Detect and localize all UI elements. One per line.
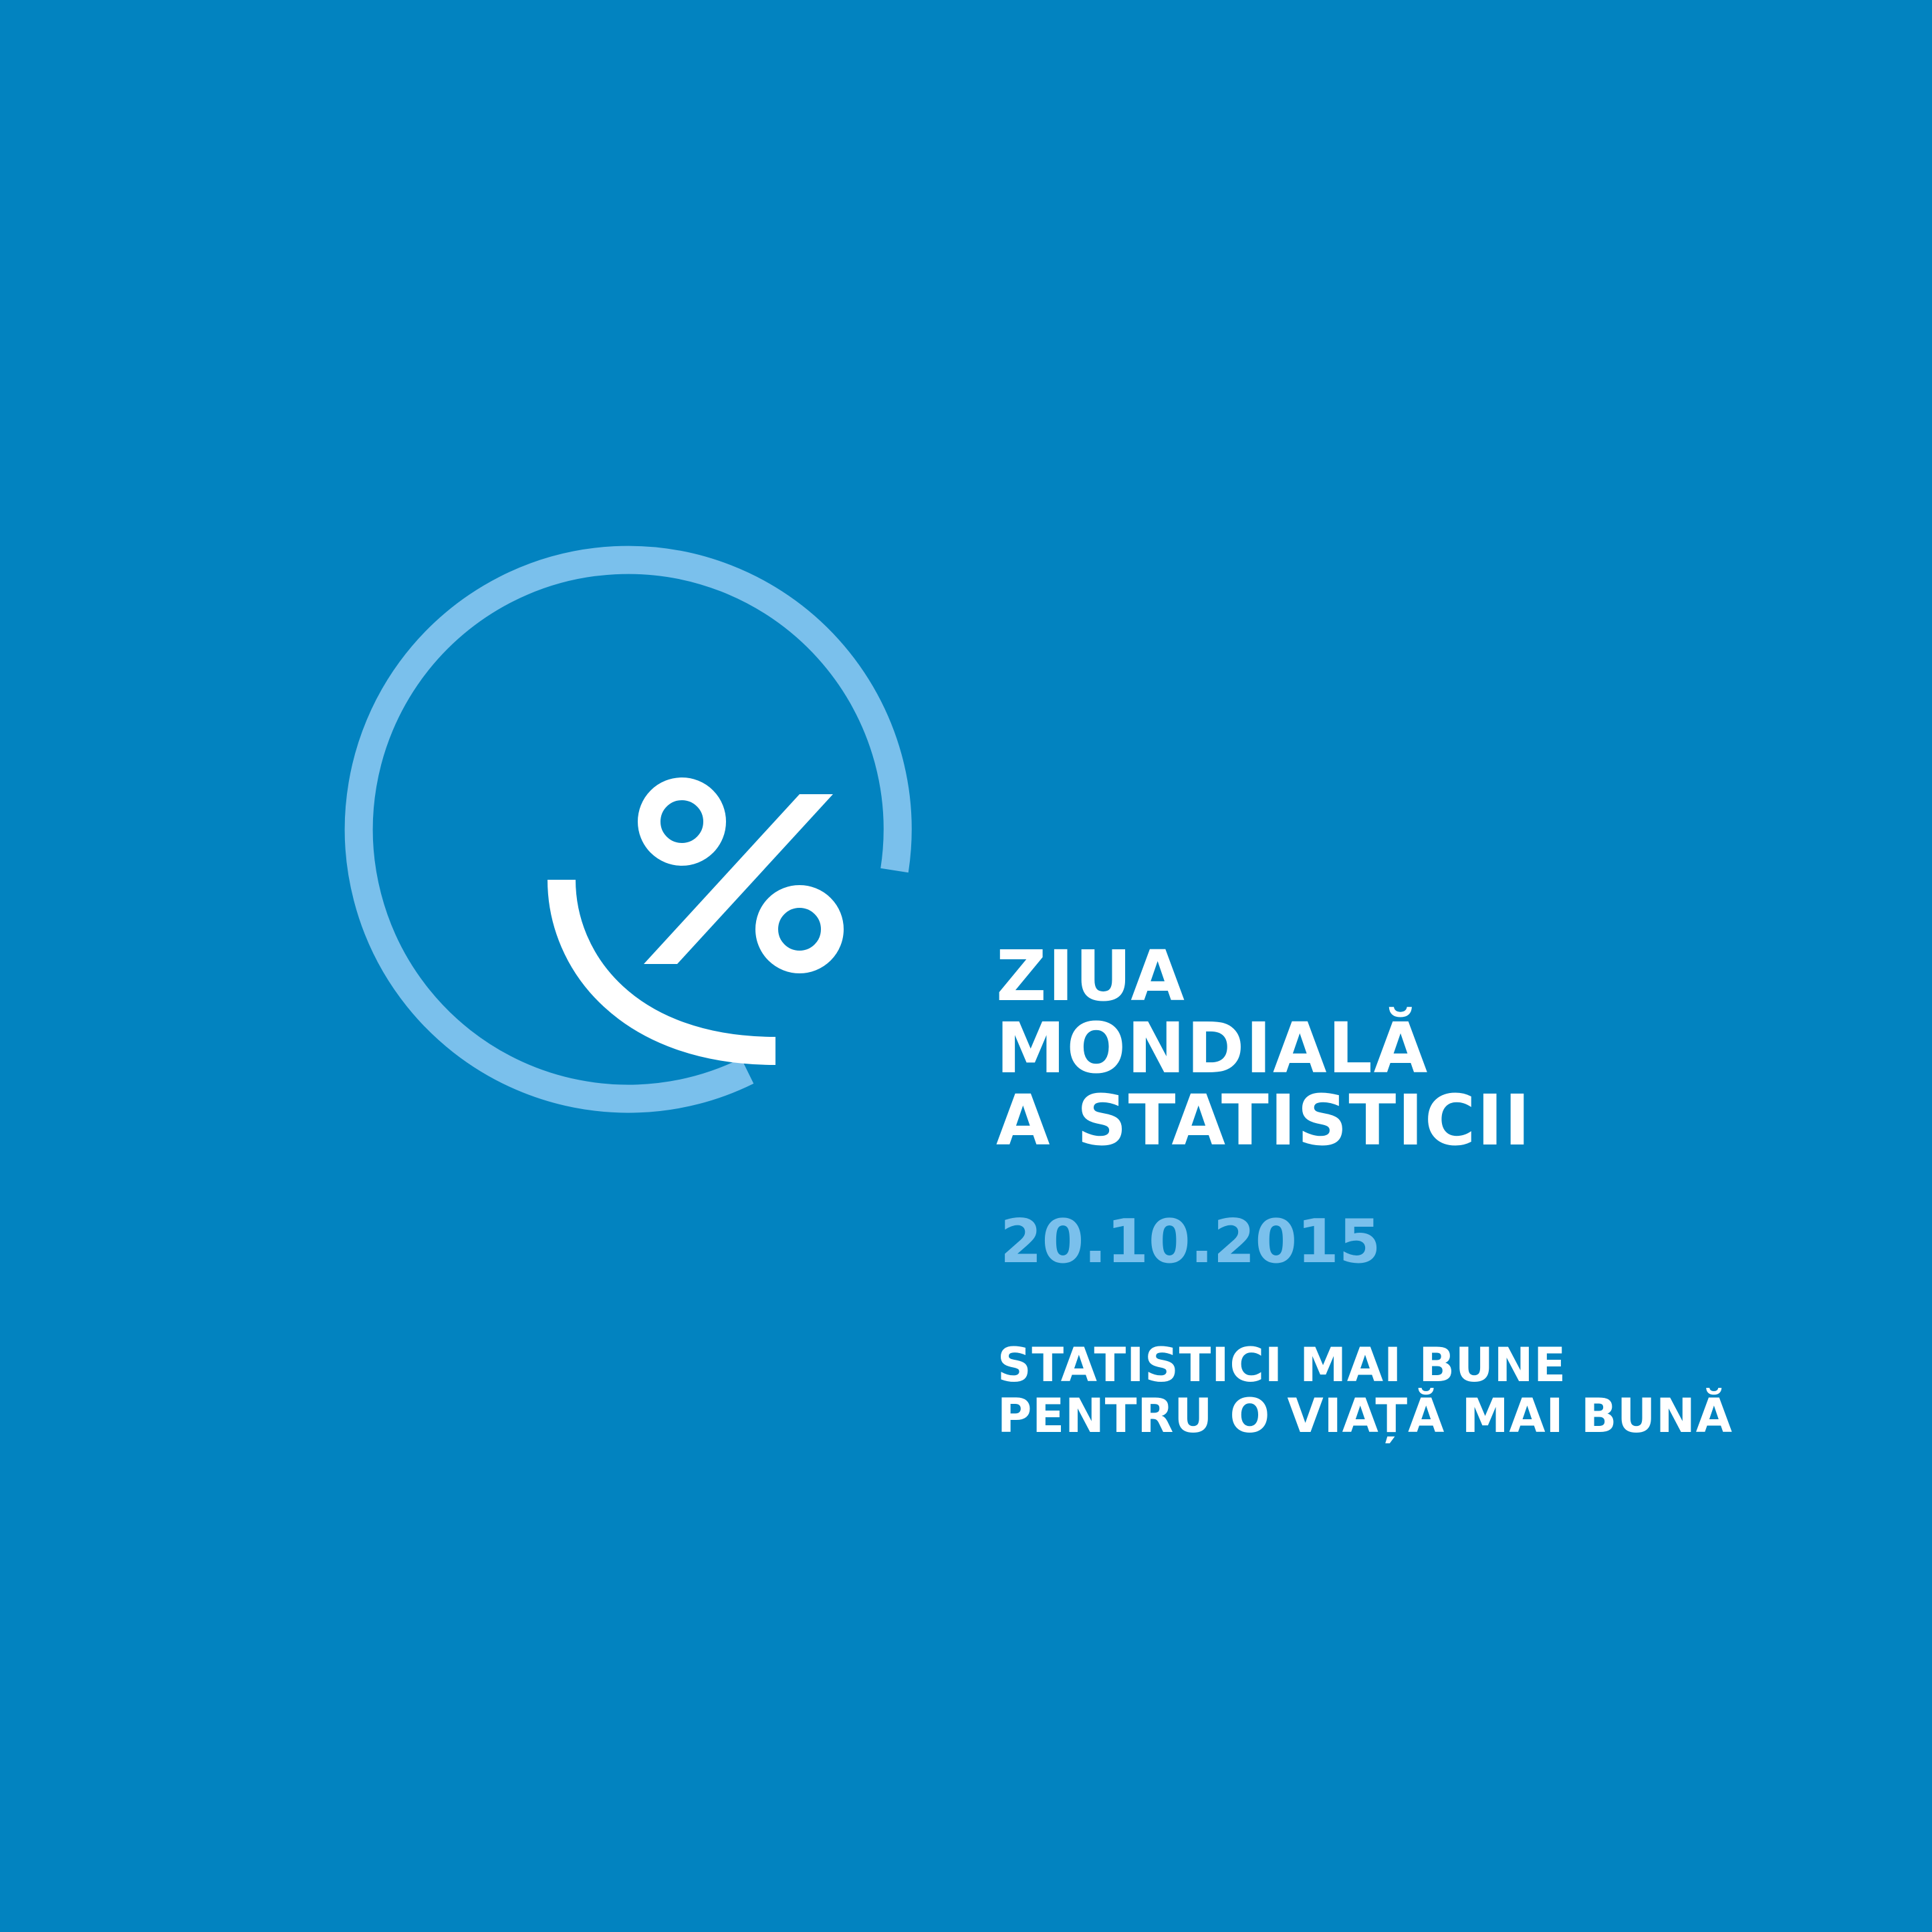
smile-arc: [548, 879, 776, 1065]
event-title-line-2: MONDIALĂ: [996, 1007, 1429, 1089]
event-title-line-3: A STATISTICII: [996, 1080, 1532, 1161]
outer-ring: [344, 546, 912, 1113]
event-slogan: STATISTICI MAI BUNE PENTRU O VIAȚĂ MAI B…: [997, 1340, 1733, 1441]
percent-slash: [644, 794, 833, 964]
event-title-line-1: ZIUA: [996, 935, 1186, 1017]
event-slogan-line-2: PENTRU O VIAȚĂ MAI BUNĂ: [997, 1388, 1733, 1443]
event-date: 20.10.2015: [1000, 1207, 1381, 1277]
event-slogan-line-1: STATISTICI MAI BUNE: [997, 1338, 1567, 1393]
percent-upper-circle: [638, 777, 726, 866]
event-title: ZIUA MONDIALĂ A STATISTICII: [996, 940, 1532, 1157]
percent-lower-circle: [755, 885, 844, 973]
